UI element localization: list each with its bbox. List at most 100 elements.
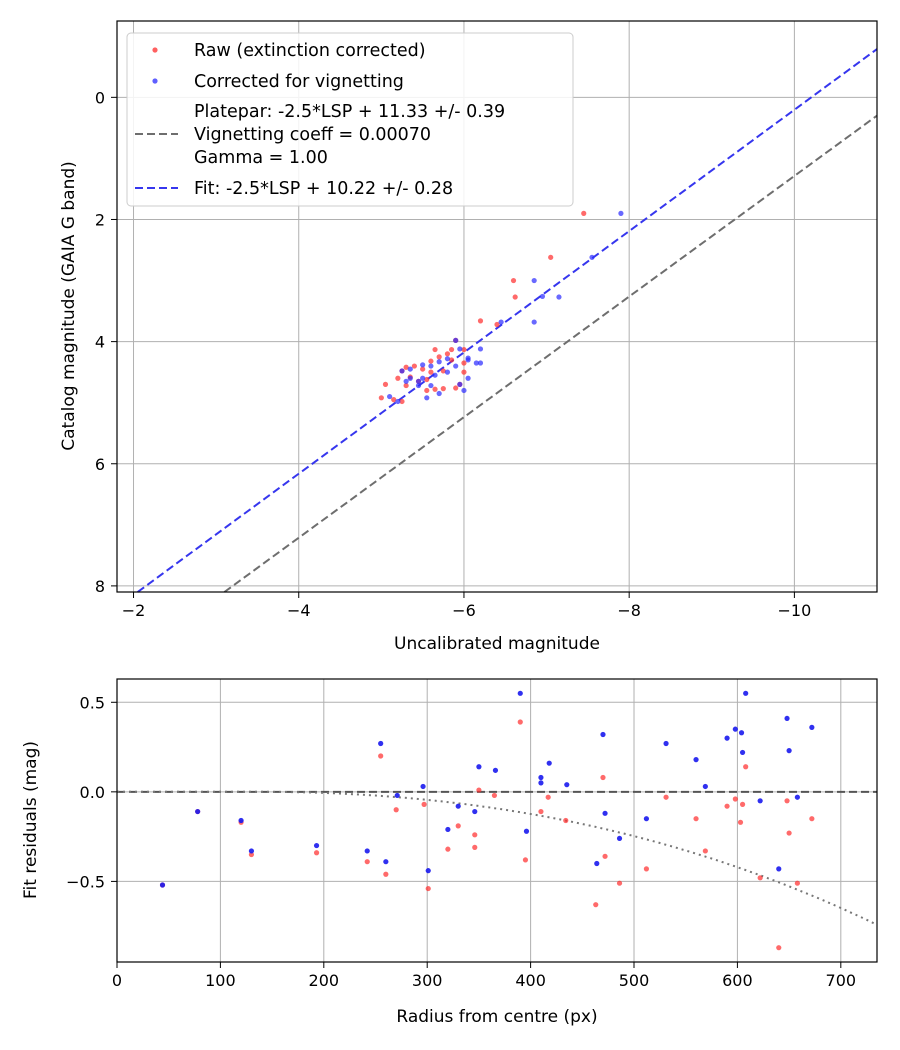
corrected-point [477,360,484,366]
vignetting-curve [117,790,878,926]
raw-residual-point [600,774,606,781]
raw-residual-point [445,846,451,852]
bottom-axes-frame [116,678,878,963]
raw-point [399,398,405,405]
platepar-line [223,114,878,593]
top-x-tick-label: −8 [617,601,641,620]
raw-residual-point [472,832,478,838]
corrected-point [457,346,463,352]
raw-point [391,397,397,403]
raw-residual-point [724,803,730,809]
top-y-tick-label: 4 [95,333,105,352]
corrected-residual-point [809,724,815,730]
raw-point [440,368,446,374]
raw-point [420,366,426,372]
corrected-residual-point [794,794,800,800]
raw-residual-point [743,764,749,770]
top-x-axis-label: Uncalibrated magnitude [394,634,600,654]
corrected-point [531,319,537,325]
corrected-point [531,277,537,284]
bottom-x-tick-label: 400 [515,971,546,990]
corrected-residual-point [517,690,523,696]
corrected-point [436,359,442,365]
bottom-y-tick-label: 0.0 [80,783,105,802]
raw-point [403,382,409,389]
corrected-residual-point [702,783,708,790]
raw-point [510,277,517,284]
raw-point [428,358,434,364]
bottom-y-tick-label: −0.5 [66,872,105,891]
corrected-residual-point [738,730,745,736]
corrected-residual-point [383,859,389,865]
raw-point [461,369,467,375]
raw-residual-point [757,875,763,881]
raw-residual-point [364,859,370,865]
corrected-point [457,381,463,387]
raw-point [453,385,459,391]
corrected-point [498,319,504,325]
corrected-residual-point [472,808,478,815]
legend-raw-label: Raw (extinction corrected) [194,41,426,61]
raw-residual-point [702,848,708,854]
top-x-tick-label: −2 [122,601,146,620]
corrected-residual-point [238,817,244,824]
corrected-point [415,378,422,384]
top-y-tick-label: 2 [95,210,105,229]
corrected-residual-point [538,774,544,781]
raw-point [411,363,417,369]
corrected-point [444,356,451,362]
corrected-residual-point [724,735,730,741]
raw-residual-point [491,792,498,799]
corrected-residual-point [455,803,461,809]
bottom-y-tick-label: 0.5 [80,693,105,712]
corrected-residual-point [523,828,530,834]
corrected-point [618,210,624,216]
corrected-residual-point [538,780,544,786]
corrected-residual-point [757,798,763,804]
corrected-point [420,375,426,381]
raw-residual-point [472,844,478,850]
raw-point [378,395,384,401]
raw-residual-point [545,794,551,800]
top-axes-frame [116,20,878,593]
corrected-residual-point [546,760,552,766]
corrected-residual-point [492,767,499,773]
top-x-tick-label: −10 [778,601,812,620]
raw-residual-point [809,816,815,822]
raw-point [440,386,446,392]
bottom-x-tick-label: 200 [309,971,340,990]
raw-residual-point [383,871,389,877]
fit-line [137,48,878,593]
corrected-point [428,363,434,369]
corrected-point [539,293,546,300]
corrected-residual-point [394,792,400,799]
corrected-residual-point [776,866,782,872]
raw-point [477,318,484,324]
corrected-residual-point [594,860,600,867]
corrected-point [477,346,484,352]
raw-point [448,357,455,363]
legend: Raw (extinction corrected) Corrected for… [126,32,574,207]
corrected-residual-point [663,740,669,747]
corrected-residual-point [739,749,746,756]
raw-residual-point [538,808,544,815]
corrected-point [473,360,479,366]
corrected-point [424,395,430,401]
top-y-axis-label: Catalog magnitude (GAIA G band) [59,161,79,451]
corrected-residual-point [564,782,570,788]
raw-residual-point [393,807,399,813]
legend-platepar-label: Platepar: -2.5*LSP + 11.33 +/- 0.39 [194,102,505,122]
raw-residual-point [663,794,669,800]
top-x-tick-label: −6 [452,601,476,620]
bottom-x-tick-label: 500 [619,971,650,990]
raw-point [548,254,554,260]
corrected-point [420,362,426,368]
legend-box [126,32,574,207]
raw-residual-point [522,857,529,863]
corrected-residual-point [616,835,623,842]
bottom-x-tick-label: 300 [412,971,443,990]
raw-residual-point [794,880,800,886]
top-scatter-points [378,210,624,405]
bottom-ticks: 0 100 200 300 400 500 600 700 0.5 0.0 −0.5 [66,693,856,990]
corrected-point [407,375,413,381]
